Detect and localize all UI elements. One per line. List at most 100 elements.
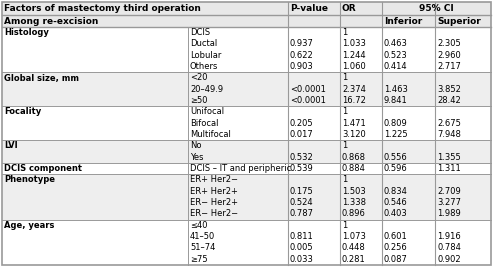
Text: Age, years: Age, years <box>4 221 54 230</box>
Text: 0.017: 0.017 <box>290 130 314 139</box>
Text: 0.463: 0.463 <box>384 40 408 49</box>
Text: ≥75: ≥75 <box>190 255 208 264</box>
Text: DCIS – IT and peripheric: DCIS – IT and peripheric <box>190 164 291 173</box>
Text: No: No <box>190 142 202 151</box>
Text: Factors of mastectomy third operation: Factors of mastectomy third operation <box>4 4 201 13</box>
Text: 1: 1 <box>342 73 347 83</box>
Text: 0.834: 0.834 <box>384 187 408 196</box>
Text: DCIS: DCIS <box>190 28 210 37</box>
Bar <box>2 174 491 186</box>
Text: LVI: LVI <box>4 142 18 151</box>
Text: 41–50: 41–50 <box>190 232 215 241</box>
Bar <box>2 118 491 129</box>
Text: 0.281: 0.281 <box>342 255 366 264</box>
Text: Lobular: Lobular <box>190 51 221 60</box>
Text: 1: 1 <box>342 28 347 37</box>
Text: 0.784: 0.784 <box>437 244 461 253</box>
Text: Others: Others <box>190 62 218 71</box>
Text: 1: 1 <box>342 108 347 116</box>
Text: 0.539: 0.539 <box>290 164 314 173</box>
Text: 1: 1 <box>342 142 347 151</box>
Text: Superior: Superior <box>437 17 481 26</box>
Bar <box>2 163 491 174</box>
Text: 20–49.9: 20–49.9 <box>190 85 223 94</box>
Text: 0.205: 0.205 <box>290 119 314 128</box>
Text: 1: 1 <box>342 221 347 230</box>
Text: ≤40: ≤40 <box>190 221 208 230</box>
Bar <box>2 38 491 50</box>
Text: 2.305: 2.305 <box>437 40 461 49</box>
Text: 7.948: 7.948 <box>437 130 461 139</box>
Text: 16.72: 16.72 <box>342 96 366 105</box>
Bar <box>2 186 491 197</box>
Text: 0.523: 0.523 <box>384 51 408 60</box>
Bar <box>2 254 491 265</box>
Text: 0.811: 0.811 <box>290 232 314 241</box>
Text: 0.414: 0.414 <box>384 62 408 71</box>
Bar <box>2 72 491 84</box>
Text: 0.809: 0.809 <box>384 119 408 128</box>
Bar <box>2 140 491 152</box>
Text: 1.916: 1.916 <box>437 232 461 241</box>
Text: 1.033: 1.033 <box>342 40 366 49</box>
Text: 0.524: 0.524 <box>290 198 314 207</box>
Text: 95% CI: 95% CI <box>419 4 454 13</box>
Bar <box>2 129 491 140</box>
Text: ER− Her2−: ER− Her2− <box>190 210 238 218</box>
Text: Focality: Focality <box>4 108 41 116</box>
Text: 1.311: 1.311 <box>437 164 461 173</box>
Text: 1.060: 1.060 <box>342 62 366 71</box>
Text: 51–74: 51–74 <box>190 244 215 253</box>
Bar <box>2 15 491 27</box>
Text: 1.471: 1.471 <box>342 119 366 128</box>
Text: 0.937: 0.937 <box>290 40 314 49</box>
Text: 1.073: 1.073 <box>342 232 366 241</box>
Text: 1: 1 <box>342 175 347 184</box>
Text: Multifocal: Multifocal <box>190 130 231 139</box>
Text: 2.717: 2.717 <box>437 62 461 71</box>
Text: Unifocal: Unifocal <box>190 108 224 116</box>
Bar <box>2 95 491 106</box>
Text: <0.0001: <0.0001 <box>290 96 326 105</box>
Text: 2.675: 2.675 <box>437 119 461 128</box>
Text: Yes: Yes <box>190 153 204 162</box>
Text: 0.033: 0.033 <box>290 255 314 264</box>
Text: 0.622: 0.622 <box>290 51 314 60</box>
Text: 0.403: 0.403 <box>384 210 408 218</box>
Text: <0.0001: <0.0001 <box>290 85 326 94</box>
Text: 0.868: 0.868 <box>342 153 366 162</box>
Bar <box>2 242 491 254</box>
Text: 2.709: 2.709 <box>437 187 461 196</box>
Text: Phenotype: Phenotype <box>4 175 55 184</box>
Text: Bifocal: Bifocal <box>190 119 218 128</box>
Text: 0.005: 0.005 <box>290 244 314 253</box>
Text: 1.355: 1.355 <box>437 153 461 162</box>
Text: 1.463: 1.463 <box>384 85 408 94</box>
Text: 1.225: 1.225 <box>384 130 408 139</box>
Text: 3.277: 3.277 <box>437 198 461 207</box>
Bar <box>2 231 491 242</box>
Text: OR: OR <box>342 4 356 13</box>
Text: 0.884: 0.884 <box>342 164 366 173</box>
Text: 0.787: 0.787 <box>290 210 314 218</box>
Text: 0.532: 0.532 <box>290 153 314 162</box>
Bar <box>2 27 491 38</box>
Text: Global size, mm: Global size, mm <box>4 73 79 83</box>
Text: <20: <20 <box>190 73 208 83</box>
Text: ER− Her2+: ER− Her2+ <box>190 198 238 207</box>
Text: 0.546: 0.546 <box>384 198 408 207</box>
Text: Histology: Histology <box>4 28 49 37</box>
Text: 0.902: 0.902 <box>437 255 460 264</box>
Text: P-value: P-value <box>290 4 328 13</box>
Text: 1.338: 1.338 <box>342 198 366 207</box>
Bar <box>2 84 491 95</box>
Text: 0.175: 0.175 <box>290 187 314 196</box>
Text: 3.852: 3.852 <box>437 85 461 94</box>
Text: 2.374: 2.374 <box>342 85 366 94</box>
Text: 0.087: 0.087 <box>384 255 408 264</box>
Text: Inferior: Inferior <box>384 17 422 26</box>
Text: DCIS component: DCIS component <box>4 164 82 173</box>
Text: 1.989: 1.989 <box>437 210 461 218</box>
Text: 9.841: 9.841 <box>384 96 408 105</box>
Text: 0.256: 0.256 <box>384 244 408 253</box>
